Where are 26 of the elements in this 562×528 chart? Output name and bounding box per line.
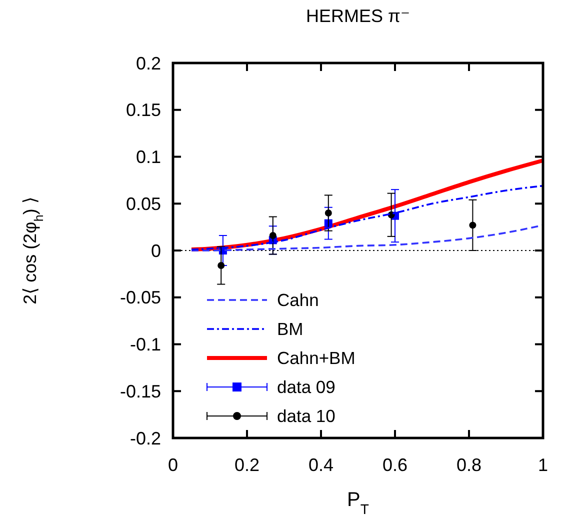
y-tick-label: -0.2 (130, 428, 161, 448)
x-tick-label: 0.2 (234, 455, 260, 475)
point (269, 232, 276, 239)
y-tick-label: -0.1 (130, 334, 161, 355)
point (218, 262, 225, 269)
x-axis-title: P$_{T}$ (347, 489, 370, 517)
x-tick-label: 0.4 (308, 455, 334, 475)
chart-title: HERMES π⁻ (306, 6, 410, 26)
y-tick-label: 0.1 (136, 147, 161, 168)
point (324, 210, 332, 216)
point (469, 222, 476, 229)
y-tick-label: 0.05 (126, 194, 161, 214)
y-tick-label: -0.05 (120, 288, 161, 308)
y-tick-label: 0.2 (136, 53, 161, 74)
y-tick-label: 0.15 (126, 100, 161, 120)
y-tick-label: 0 (150, 240, 161, 261)
legend-label: data 09 (277, 377, 336, 398)
legend-label: data 10 (277, 406, 336, 426)
x-tick-label: 0 (168, 455, 178, 475)
x-tick-label: 1 (538, 455, 548, 475)
legend-label: Cahn+BM (277, 348, 356, 368)
legend-label: Cahn (277, 290, 319, 310)
y-tick-label: -0.15 (120, 381, 161, 402)
legend-label: BM (277, 319, 304, 340)
x-tick-label: 0.6 (382, 455, 408, 475)
x-tick-label: 0.8 (456, 455, 482, 475)
